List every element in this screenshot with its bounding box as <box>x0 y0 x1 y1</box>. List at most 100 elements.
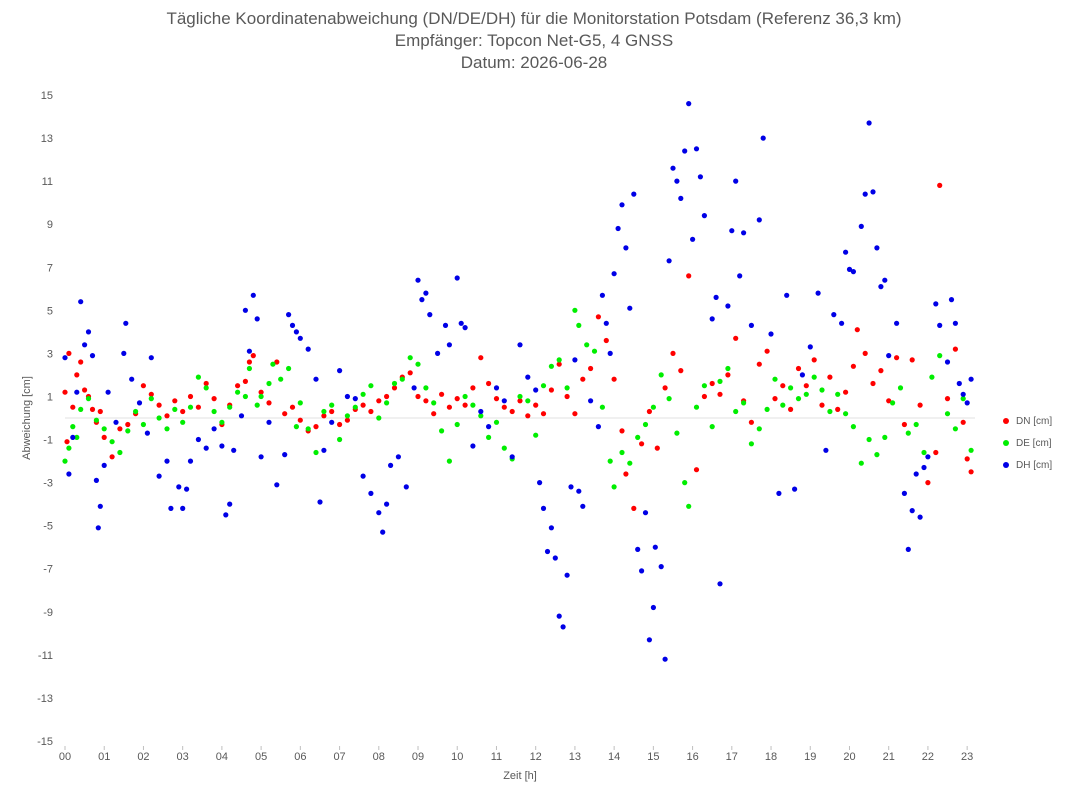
chart-subtitle-date: Datum: 2026-06-28 <box>460 53 608 72</box>
data-point-dn <box>446 404 452 410</box>
data-point-dh <box>250 292 256 298</box>
data-point-dh <box>678 195 684 201</box>
y-tick-label: 3 <box>47 348 53 360</box>
data-point-dn <box>548 387 555 393</box>
y-tick-label: -11 <box>38 650 53 662</box>
data-point-de <box>533 432 539 438</box>
data-point-dh <box>321 447 327 453</box>
data-point-dh <box>176 484 182 490</box>
data-point-de <box>133 408 139 415</box>
data-point-dh <box>862 191 868 197</box>
data-point-de <box>344 413 350 419</box>
data-point-de <box>772 376 778 382</box>
data-point-dn <box>756 361 762 367</box>
data-point-dn <box>933 449 939 456</box>
data-point-dh <box>411 385 417 391</box>
data-point-dh <box>713 294 719 300</box>
x-tick-label: 23 <box>961 751 973 763</box>
data-point-dn <box>952 346 959 352</box>
data-point-dn <box>646 408 653 415</box>
data-point-dh <box>952 320 959 326</box>
data-point-dh <box>686 101 692 107</box>
data-point-dn <box>862 350 868 356</box>
data-point-dh <box>674 178 680 184</box>
data-point-dh <box>129 376 135 382</box>
data-point-dh <box>223 512 229 518</box>
chart-title-block: Tägliche Koordinatenabweichung (DN/DE/DH… <box>0 8 1068 74</box>
data-point-dn <box>850 363 857 369</box>
data-point-de <box>556 357 562 363</box>
data-point-de <box>227 404 233 410</box>
data-point-dh <box>635 546 641 553</box>
data-point-de <box>62 458 68 464</box>
data-point-de <box>148 396 154 402</box>
data-point-dh <box>611 271 617 277</box>
y-tick-label: 5 <box>47 305 53 317</box>
data-point-dh <box>486 424 492 430</box>
data-point-dn <box>654 445 660 451</box>
data-point-dn <box>819 402 825 408</box>
data-point-dh <box>642 510 649 516</box>
data-point-dh <box>462 325 468 331</box>
data-point-dh <box>89 353 96 359</box>
data-point-dn <box>501 404 507 410</box>
x-tick-label: 04 <box>216 751 228 763</box>
data-point-de <box>439 428 445 434</box>
x-tick-label: 09 <box>412 751 424 763</box>
data-point-dn <box>944 396 951 402</box>
data-point-dh <box>682 148 688 154</box>
data-point-dh <box>533 387 539 393</box>
data-point-dh <box>917 514 923 520</box>
y-tick-label: -3 <box>43 478 53 490</box>
data-point-dh <box>956 380 962 387</box>
data-point-de <box>297 400 303 406</box>
data-point-dh <box>195 436 201 443</box>
data-point-dh <box>231 447 237 453</box>
data-point-de <box>470 402 476 408</box>
data-point-de <box>93 417 99 423</box>
data-point-dh <box>960 391 966 397</box>
data-point-de <box>423 385 429 391</box>
data-point-de <box>101 426 107 432</box>
data-point-dn <box>195 404 201 410</box>
data-point-dh <box>784 292 790 298</box>
data-point-dn <box>960 419 966 425</box>
data-point-dh <box>525 374 531 380</box>
data-point-dn <box>313 424 319 430</box>
data-point-dh <box>493 385 500 391</box>
data-point-de <box>674 430 680 436</box>
data-point-dn <box>321 413 327 419</box>
data-point-dn <box>462 402 468 408</box>
data-point-de <box>666 396 672 402</box>
data-point-de <box>187 404 194 410</box>
data-point-dn <box>493 396 500 402</box>
data-point-dn <box>619 428 625 434</box>
data-point-de <box>376 415 382 421</box>
legend-item-de: DE [cm] <box>1003 432 1052 454</box>
data-point-dh <box>329 419 335 425</box>
data-point-dn <box>62 389 68 395</box>
chart-subtitle-receiver: Empfänger: Topcon Net-G5, 4 GNSS <box>394 31 674 50</box>
data-point-dn <box>486 380 492 387</box>
legend-marker-de <box>1003 440 1009 446</box>
data-point-dn <box>803 383 809 389</box>
data-point-de <box>591 348 598 354</box>
x-tick-label: 19 <box>804 751 816 763</box>
data-point-dn <box>172 398 178 404</box>
data-point-dh <box>564 572 570 578</box>
x-tick-label: 14 <box>608 751 620 763</box>
x-tick-label: 20 <box>843 751 855 763</box>
data-point-dh <box>282 452 288 458</box>
data-point-de <box>748 441 755 447</box>
data-point-de <box>944 411 951 417</box>
data-point-dh <box>101 462 107 468</box>
data-point-dn <box>360 402 366 408</box>
data-point-de <box>764 406 770 412</box>
y-tick-label: -9 <box>43 607 53 619</box>
data-point-dn <box>246 359 252 365</box>
y-tick-label: 13 <box>41 133 53 145</box>
data-point-dn <box>603 337 609 344</box>
x-tick-label: 00 <box>59 751 71 763</box>
data-point-de <box>803 391 809 397</box>
y-tick-label: 9 <box>47 219 53 231</box>
